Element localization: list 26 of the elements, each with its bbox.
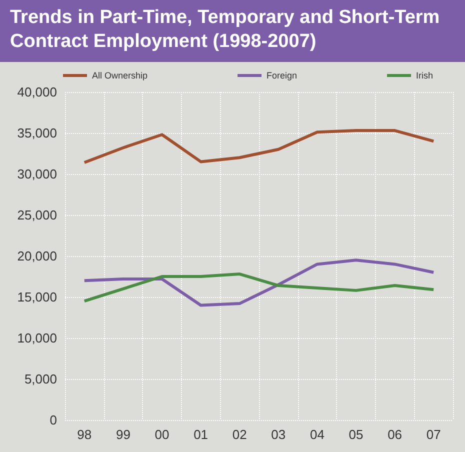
y-tick-label: 5,000 — [24, 372, 57, 386]
x-tick-label: 99 — [116, 427, 130, 442]
line-series — [82, 272, 436, 303]
line-series — [82, 258, 436, 307]
x-tick-label: 98 — [77, 427, 92, 442]
x-tick-label: 04 — [310, 427, 324, 442]
legend-label: Foreign — [266, 70, 298, 80]
y-tick-label: 30,000 — [17, 166, 57, 182]
x-tick-label: 00 — [154, 427, 170, 442]
y-tick-label: 35,000 — [17, 126, 57, 140]
x-tick-label: 06 — [388, 427, 402, 442]
line-series — [82, 129, 436, 164]
legend-label: All Ownership — [92, 70, 148, 80]
x-tick-label: 07 — [426, 427, 441, 442]
chart-title: Trends in Part-Time, Temporary and Short-Term Contract Employment (1998-2007) — [0, 0, 465, 62]
y-tick-label: 10,000 — [17, 330, 57, 346]
x-tick-label: 03 — [271, 427, 286, 442]
x-tick-label: 01 — [194, 427, 208, 442]
x-tick-label: 02 — [232, 427, 247, 442]
y-tick-label: 15,000 — [17, 290, 57, 304]
y-tick-label: 0 — [50, 412, 57, 428]
y-tick-label: 25,000 — [17, 208, 57, 222]
x-tick-label: 05 — [348, 427, 364, 442]
y-tick-label: 20,000 — [17, 248, 57, 264]
y-tick-label: 40,000 — [17, 84, 57, 100]
legend-label: Irish — [416, 70, 434, 80]
